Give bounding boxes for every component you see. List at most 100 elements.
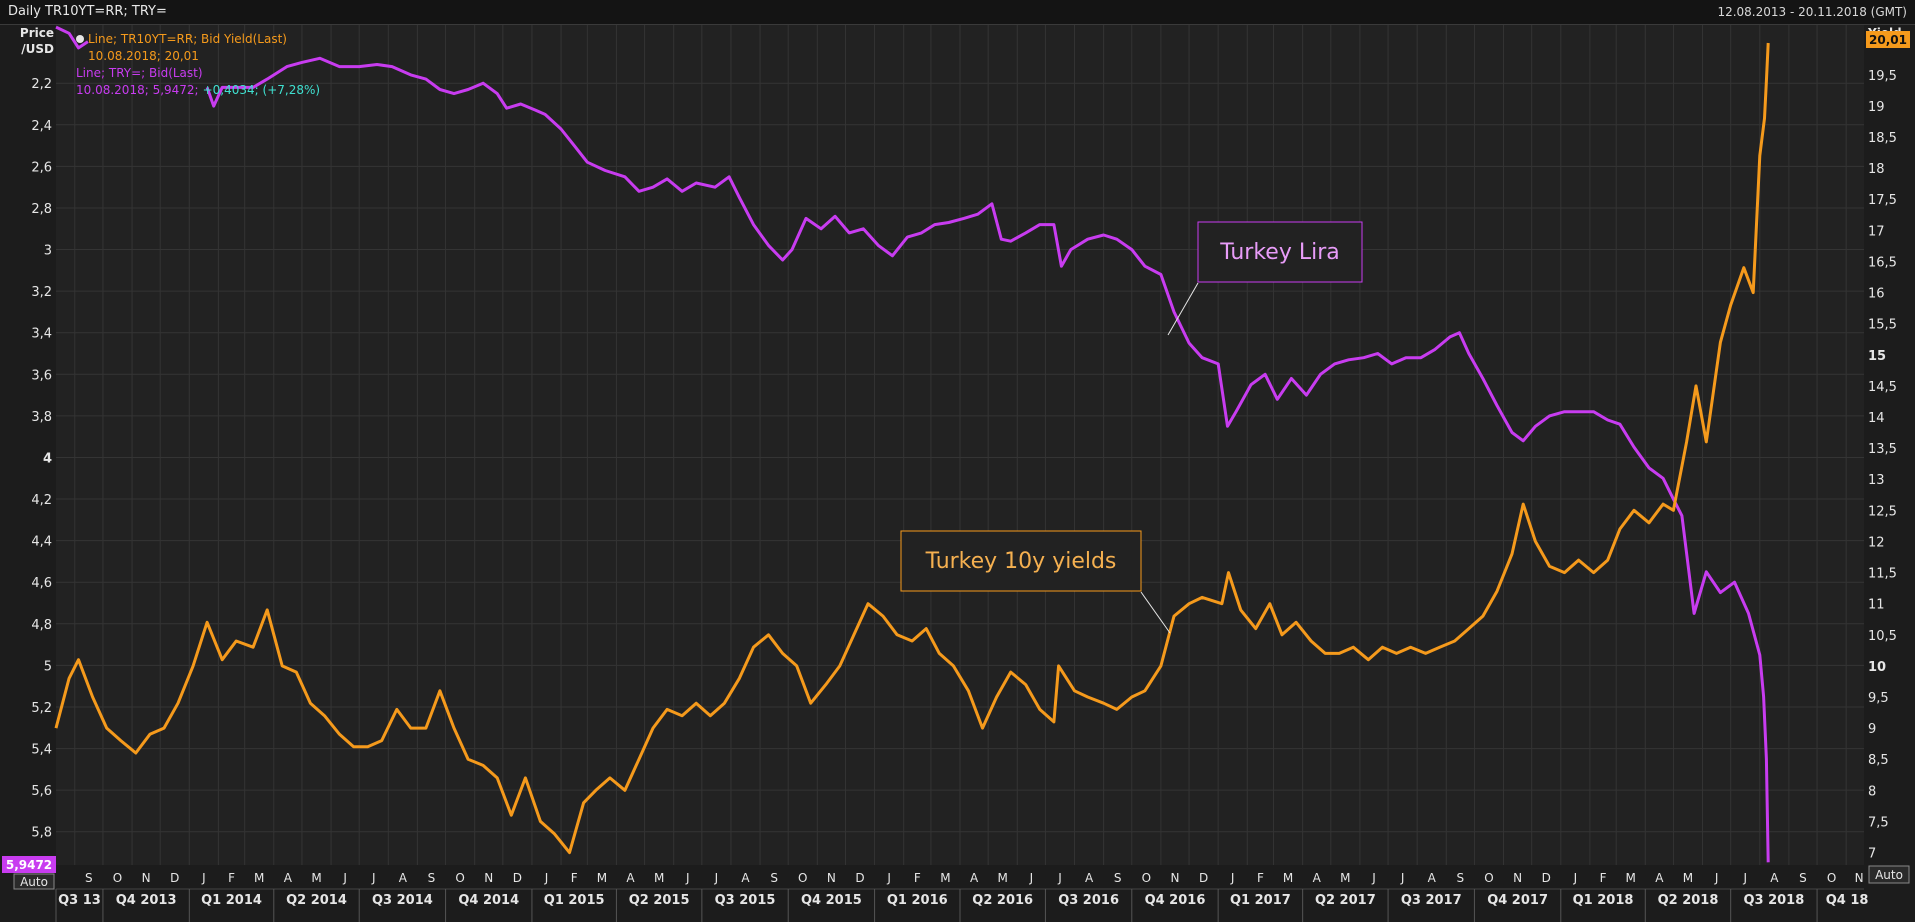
annotation-lira-box (1197, 221, 1363, 283)
legend-yield-series: Line; TR10YT=RR; Bid Yield(Last) (88, 32, 287, 46)
x-axis-quarter-label: Q2 2016 (972, 893, 1033, 908)
left-axis-tick-label: 3 (44, 244, 52, 259)
left-axis-tick-label: 3,2 (31, 285, 52, 300)
right-axis-tick-label: 10,5 (1868, 629, 1897, 644)
x-axis-quarter-label: Q4 2014 (458, 893, 519, 908)
x-axis-month-label: J (1400, 871, 1405, 885)
x-axis-month-label: M (1626, 871, 1636, 885)
x-axis-month-label: S (428, 871, 436, 885)
left-axis-tick-label: 5,6 (31, 784, 52, 799)
x-axis-month-label: D (170, 871, 179, 885)
x-axis-month-label: S (85, 871, 93, 885)
x-axis-month-label: J (544, 871, 549, 885)
right-axis-tick-label: 10 (1868, 660, 1886, 675)
left-axis-tick-label: 2,8 (31, 202, 52, 217)
left-axis-tick-label: 5 (44, 659, 52, 674)
right-axis: 7 7,5 8 8,5 9 9,5 10 10,5 11 11,5 12 12,5 13 13,5 14 14… (1868, 69, 1897, 862)
left-axis-tick-label: 5,2 (31, 701, 52, 716)
x-axis-month-label: N (1170, 871, 1179, 885)
annotation-lira: Turkey Lira (1167, 221, 1363, 336)
right-last-value-badge: 20,01 (1866, 31, 1910, 48)
chart-title-bar: Daily TR10YT=RR; TRY= 12.08.2013 - 20.11… (0, 0, 1915, 25)
right-axis-tick-label: 18,5 (1868, 131, 1897, 146)
legend-lira-last: 10.08.2018; 5,9472; +0,4034; (+7,28%) (76, 83, 320, 97)
left-axis-unit-usd: /USD (21, 42, 54, 56)
legend-lira-change: +0,4034; (+7,28%) (203, 83, 320, 97)
left-axis-tick-label: 5,4 (31, 743, 52, 758)
left-axis-tick-label: 4,8 (31, 618, 52, 633)
annotation-yields-label: Turkey 10y yields (925, 549, 1117, 574)
x-axis-month-label: A (1770, 871, 1779, 885)
right-axis-tick-label: 13 (1868, 473, 1885, 488)
x-axis-month-label: N (1513, 871, 1522, 885)
x-axis-month-label: A (741, 871, 750, 885)
x-axis-month-label: D (1199, 871, 1208, 885)
x-axis-month-label: J (685, 871, 690, 885)
x-axis-quarter-label: Q2 2018 (1658, 893, 1719, 908)
legend-yield-last: 10.08.2018; 20,01 (88, 49, 199, 63)
x-axis-month-label: D (855, 871, 864, 885)
x-axis-month-label: M (1340, 871, 1350, 885)
x-axis-month-label: J (201, 871, 206, 885)
left-auto-button[interactable]: Auto (13, 873, 55, 890)
right-last-value: 20,01 (1869, 33, 1907, 47)
x-axis-month-label: F (1600, 871, 1607, 885)
right-axis-tick-label: 15,5 (1868, 318, 1897, 333)
annotation-lira-label: Turkey Lira (1219, 240, 1340, 265)
legend-bullet-icon (76, 35, 84, 43)
right-axis-tick-label: 14,5 (1868, 380, 1897, 395)
x-axis-month-label: O (1827, 871, 1836, 885)
x-axis-month-label: A (1655, 871, 1664, 885)
x-axis-month-label: F (1257, 871, 1264, 885)
x-axis-month-label: M (1683, 871, 1693, 885)
x-axis-quarter-label: Q4 2015 (801, 893, 862, 908)
x-axis-month-label: J (1714, 871, 1719, 885)
x-axis-month-label: O (1142, 871, 1151, 885)
x-axis-quarter-label: Q1 2018 (1573, 893, 1634, 908)
right-axis-tick-label: 11 (1868, 598, 1885, 613)
right-axis-tick-label: 9,5 (1868, 691, 1889, 706)
x-axis-quarter-label: Q1 2015 (544, 893, 605, 908)
x-axis-month-label: J (714, 871, 719, 885)
x-axis-month-label: J (886, 871, 891, 885)
left-axis-tick-label: 3,4 (31, 327, 52, 342)
legend-lira-last-value: 10.08.2018; 5,9472; (76, 83, 199, 97)
right-axis-tick-label: 8 (1868, 784, 1876, 799)
right-axis-tick-label: 16 (1868, 287, 1885, 302)
right-axis-tick-label: 11,5 (1868, 567, 1897, 582)
left-axis-tick-label: 2,2 (31, 77, 52, 92)
annotation-yields-box (900, 530, 1142, 592)
x-axis-month-label: O (798, 871, 807, 885)
x-axis-month-label: S (1799, 871, 1807, 885)
x-axis-month-label: S (1114, 871, 1122, 885)
x-axis-quarter-label: Q3 2018 (1743, 893, 1804, 908)
right-axis-tick-label: 14 (1868, 411, 1885, 426)
left-axis: 2,2 2,4 2,6 2,8 3 3,2 3,4 3,6 3,8 4 4,2 4,4 4,6 4,8 5 5… (31, 77, 52, 841)
x-axis-month-label: F (571, 871, 578, 885)
left-axis-tick-label: 3,6 (31, 368, 52, 383)
right-axis-tick-label: 9 (1868, 722, 1876, 737)
left-axis-tick-label: 5,8 (31, 826, 52, 841)
x-axis-quarter-label: Q2 2017 (1315, 893, 1376, 908)
right-axis-tick-label: 15 (1868, 349, 1886, 364)
x-axis-quarter-label: Q3 13 (58, 893, 101, 908)
grid (56, 25, 1864, 865)
right-axis-tick-label: 18 (1868, 162, 1885, 177)
x-axis-quarter-label: Q4 18 (1826, 893, 1869, 908)
x-axis-quarter-label: Q3 2015 (715, 893, 776, 908)
right-axis-tick-label: 17,5 (1868, 193, 1897, 208)
x-axis-month-label: N (1855, 871, 1864, 885)
x-axis-month-label: S (770, 871, 778, 885)
x-axis-quarter-label: Q2 2014 (286, 893, 347, 908)
left-auto-label: Auto (20, 875, 48, 889)
chart-canvas[interactable]: 2,2 2,4 2,6 2,8 3 3,2 3,4 3,6 3,8 4 4,2 4,4 4,6 4,8 5 5… (0, 25, 1915, 922)
x-axis-month-label: F (914, 871, 921, 885)
x-axis-month-label: D (1542, 871, 1551, 885)
right-axis-tick-label: 8,5 (1868, 753, 1889, 768)
x-axis-month-label: D (513, 871, 522, 885)
x-axis-month-label: N (827, 871, 836, 885)
x-axis-month-label: O (455, 871, 464, 885)
right-auto-button[interactable]: Auto (1868, 865, 1910, 884)
left-axis-tick-label: 3,8 (31, 410, 52, 425)
